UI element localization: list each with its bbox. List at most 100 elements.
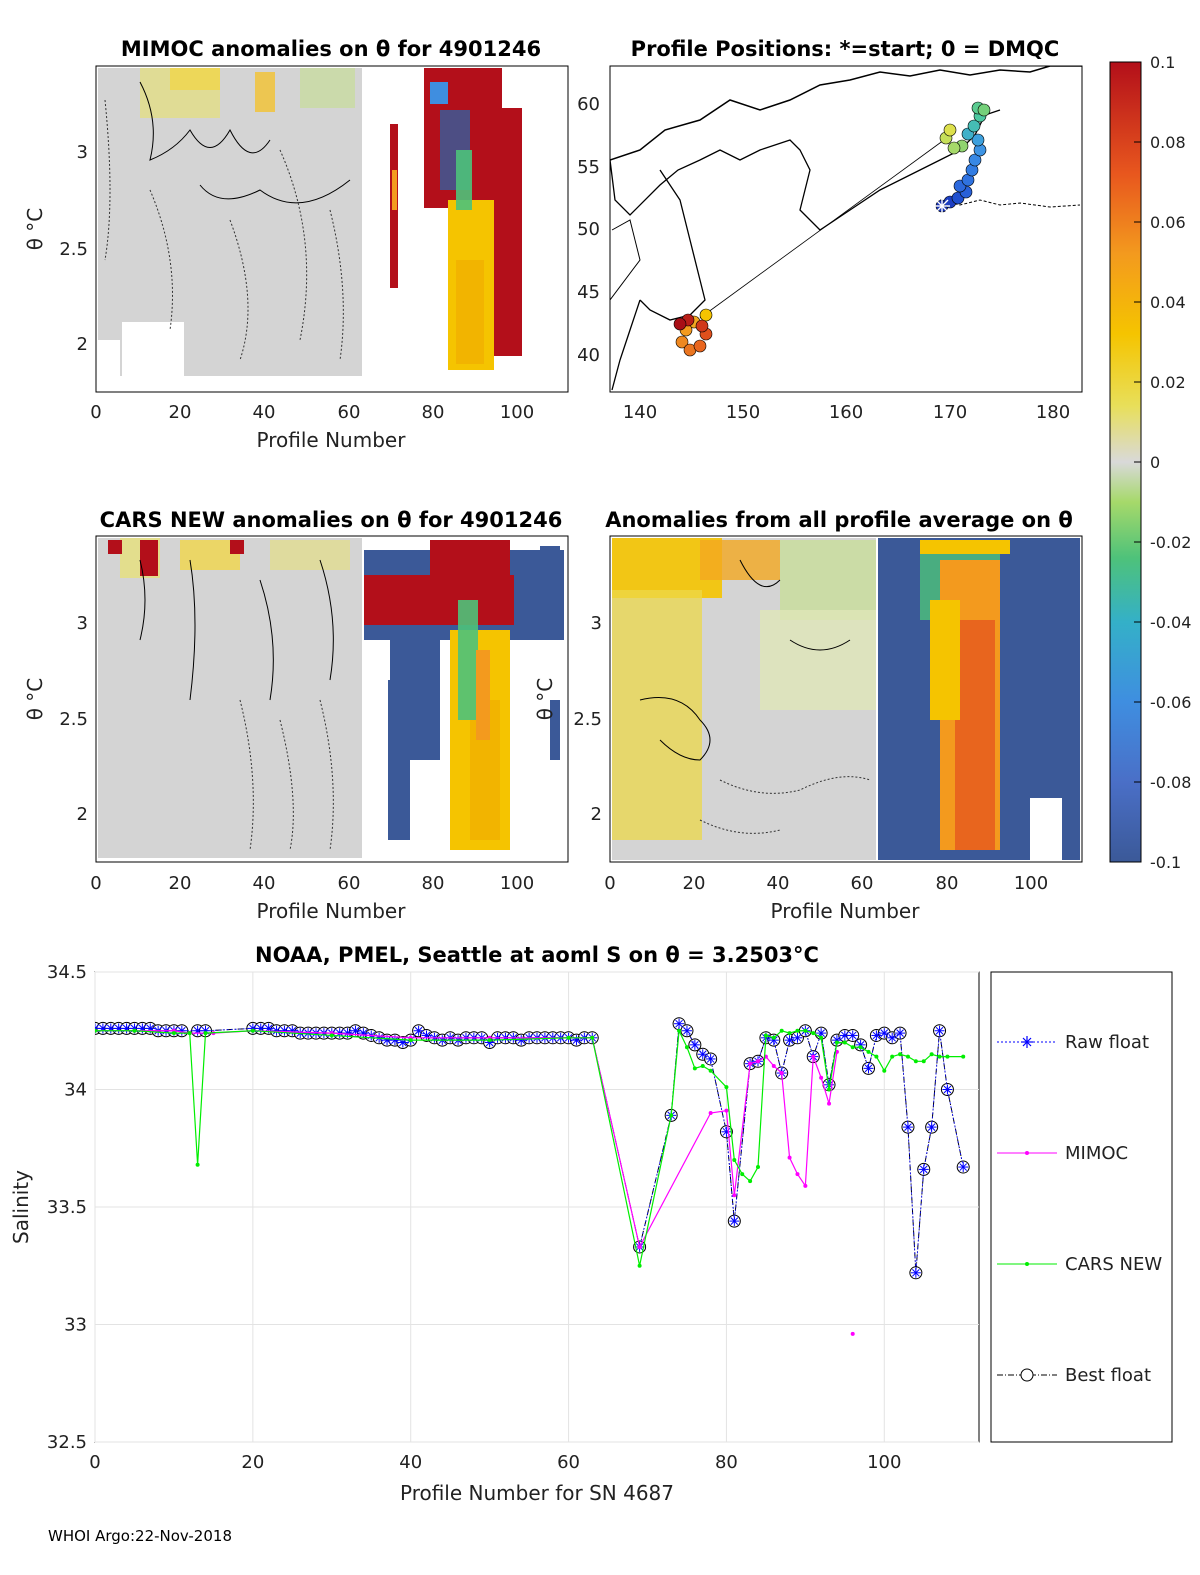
series-mimoc-isolated xyxy=(850,1331,855,1336)
start-marker xyxy=(934,198,950,214)
data-point xyxy=(887,1032,898,1043)
data-point xyxy=(918,1164,929,1175)
salinity-ticks: 0 20 40 60 80 100 34.5 34 33.5 33 32.5 xyxy=(47,962,902,1473)
cars-xtick: 100 xyxy=(500,873,534,894)
colorbar-tick-label: -0.04 xyxy=(1150,613,1191,632)
mimoc-panel-title: MIMOC anomalies on θ for 4901246 xyxy=(121,37,541,61)
salinity-ytick: 34 xyxy=(64,1080,87,1101)
data-point xyxy=(329,1033,334,1038)
longitude-tick: 150 xyxy=(726,402,760,423)
salinity-xtick: 0 xyxy=(89,1452,100,1473)
data-point xyxy=(811,1054,816,1059)
colorbar-tick-label: -0.06 xyxy=(1150,693,1191,712)
mimoc-ytick: 2.5 xyxy=(59,239,88,260)
longitude-tick: 170 xyxy=(933,402,967,423)
circle-marker-icon xyxy=(1020,1368,1034,1382)
cars-xtick: 60 xyxy=(338,873,361,894)
data-point xyxy=(874,1054,879,1059)
cars-heatmap xyxy=(98,538,564,858)
data-point xyxy=(787,1031,792,1036)
average-x-ticks: 0 20 40 60 80 100 xyxy=(604,873,1048,894)
data-point xyxy=(937,1054,942,1059)
coastline-kamchatka xyxy=(610,109,1001,231)
positions-panel-title: Profile Positions: *=start; 0 = DMQC xyxy=(631,37,1060,61)
mimoc-xtick: 20 xyxy=(169,402,192,423)
average-ytick: 2.5 xyxy=(573,709,602,730)
data-point xyxy=(792,1032,803,1043)
data-point xyxy=(890,1054,895,1059)
data-point xyxy=(879,1028,890,1039)
average-xtick: 0 xyxy=(604,873,615,894)
legend-label: MIMOC xyxy=(1065,1143,1128,1164)
data-point xyxy=(929,1052,934,1057)
data-point xyxy=(827,1101,832,1106)
data-point xyxy=(681,1025,692,1036)
data-point xyxy=(748,1179,753,1184)
profile-positions-panel: Profile Positions: *=start; 0 = DMQC xyxy=(577,37,1083,423)
mimoc-anomaly-panel: MIMOC anomalies on θ for 4901246 3 2.5 xyxy=(23,37,569,452)
colorbar-tick-label: 0.06 xyxy=(1150,213,1186,232)
legend-label: Raw float xyxy=(1065,1032,1149,1053)
latitude-tick: 55 xyxy=(577,157,600,178)
data-point xyxy=(847,1030,858,1041)
data-point xyxy=(902,1122,913,1133)
data-point xyxy=(934,1025,945,1036)
data-point xyxy=(571,1035,582,1046)
mimoc-xtick: 80 xyxy=(422,402,445,423)
positions-x-ticks: 140 150 160 170 180 xyxy=(623,402,1070,423)
data-point xyxy=(95,1028,97,1033)
data-point xyxy=(708,1111,713,1115)
data-point xyxy=(961,1054,966,1059)
legend-label: Best float xyxy=(1065,1365,1151,1386)
colorbar-tick-label: 0.04 xyxy=(1150,293,1186,312)
series-cars-new xyxy=(95,1028,966,1268)
data-point xyxy=(827,1087,832,1092)
data-point xyxy=(721,1126,732,1137)
average-y-ticks: 3 2.5 2 xyxy=(573,613,602,825)
data-point xyxy=(942,1084,953,1095)
cars-panel-title: CARS NEW anomalies on θ for 4901246 xyxy=(100,508,563,532)
data-point xyxy=(779,1028,784,1033)
data-point xyxy=(637,1244,642,1249)
data-point xyxy=(684,1045,689,1050)
data-point xyxy=(819,1075,824,1080)
data-point xyxy=(882,1068,887,1073)
average-ytick: 2 xyxy=(591,804,602,825)
legend-entry-mimoc: MIMOC xyxy=(997,1143,1128,1164)
data-point xyxy=(729,1216,740,1227)
float-track-line xyxy=(699,139,945,319)
average-xtick: 20 xyxy=(683,873,706,894)
legend-label: CARS NEW xyxy=(1065,1254,1162,1275)
cars-xtick: 80 xyxy=(422,873,445,894)
colorbar-tick-label: -0.08 xyxy=(1150,773,1191,792)
data-point xyxy=(756,1059,760,1064)
mimoc-xtick: 40 xyxy=(253,402,276,423)
longitude-tick: 140 xyxy=(623,402,657,423)
anomaly-colorbar: 0.1 0.08 0.06 0.04 0.02 0 -0.02 -0.04 -0.06 -0.08… xyxy=(1109,53,1191,872)
data-point xyxy=(771,1035,776,1040)
cars-ytick: 3 xyxy=(77,613,88,634)
data-point xyxy=(203,1031,208,1036)
data-point xyxy=(732,1193,737,1198)
data-point xyxy=(834,1040,839,1045)
legend-box xyxy=(990,971,1173,1443)
data-point xyxy=(689,1039,700,1050)
average-xtick: 100 xyxy=(1014,873,1048,894)
salinity-x-label: Profile Number for SN 4687 xyxy=(400,1481,674,1505)
cars-xtick: 40 xyxy=(253,873,276,894)
mimoc-xtick: 60 xyxy=(338,402,361,423)
salinity-ytick: 33.5 xyxy=(47,1197,87,1218)
data-point xyxy=(287,1025,298,1036)
salinity-ytick: 32.5 xyxy=(47,1432,87,1453)
data-point xyxy=(674,1018,685,1029)
data-point xyxy=(677,1028,682,1033)
cars-x-ticks: 0 20 40 60 80 100 xyxy=(90,873,534,894)
average-anomaly-panel: Anomalies from all profile average on θ … xyxy=(533,508,1083,923)
data-point xyxy=(413,1025,424,1036)
salinity-grid xyxy=(94,971,979,1443)
aleutian-islands xyxy=(939,199,1081,208)
coastline-north xyxy=(610,66,1082,161)
mimoc-ytick: 3 xyxy=(77,142,88,163)
data-point xyxy=(898,1052,903,1057)
average-panel-title: Anomalies from all profile average on θ xyxy=(605,508,1073,532)
